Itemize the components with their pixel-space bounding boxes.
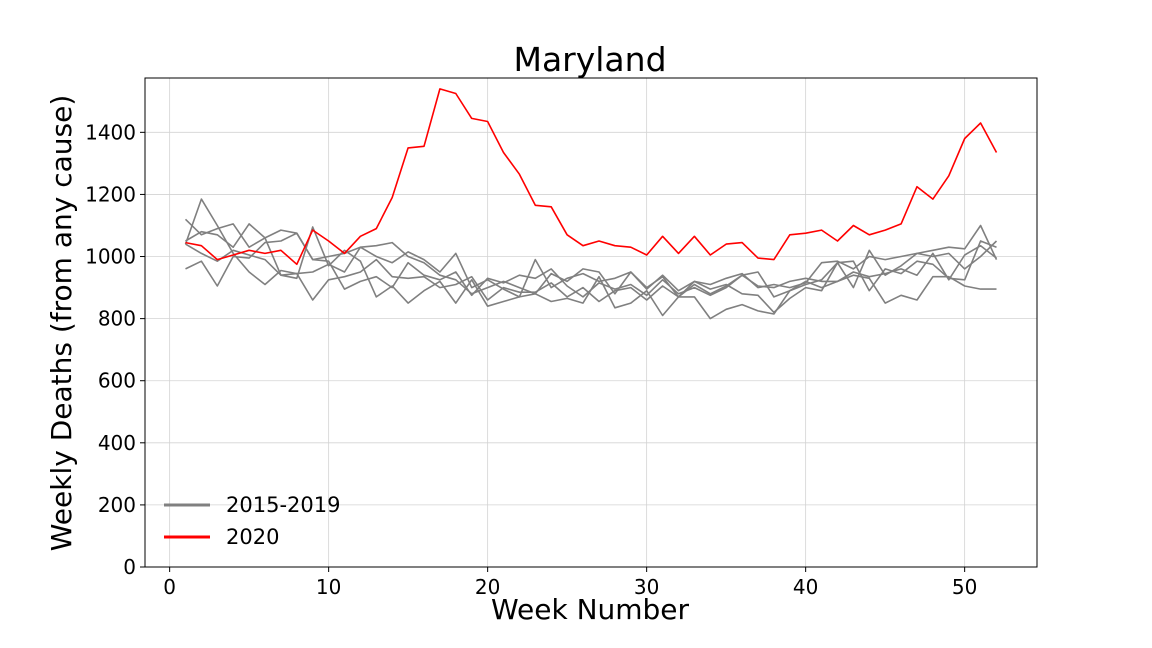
legend: 2015-2019 2020 bbox=[164, 493, 340, 549]
y-tick-label: 400 bbox=[98, 431, 136, 455]
x-axis-title: Week Number bbox=[491, 593, 690, 626]
x-tick-label: 30 bbox=[634, 575, 659, 599]
grid-lines bbox=[145, 78, 1037, 568]
chart-title: Maryland bbox=[513, 40, 666, 79]
x-tick-label: 20 bbox=[475, 575, 500, 599]
y-tick-label: 800 bbox=[98, 307, 136, 331]
y-tick-label: 1400 bbox=[85, 120, 136, 144]
legend-label-2015-2019: 2015-2019 bbox=[226, 493, 340, 517]
x-axis-ticks: 0 10 20 30 40 50 bbox=[163, 567, 977, 599]
x-tick-label: 40 bbox=[793, 575, 818, 599]
x-tick-label: 0 bbox=[163, 575, 176, 599]
series-line-2020-6 bbox=[185, 88, 998, 266]
series-line-2015-2019-1 bbox=[184, 218, 998, 298]
y-tick-label: 0 bbox=[123, 555, 136, 579]
plot-area-frame bbox=[144, 77, 1038, 568]
y-tick-label: 200 bbox=[98, 493, 136, 517]
x-tick-label: 50 bbox=[952, 575, 977, 599]
y-tick-label: 600 bbox=[98, 369, 136, 393]
y-tick-label: 1200 bbox=[85, 182, 136, 206]
y-tick-label: 1000 bbox=[85, 245, 136, 269]
series-line-2015-2019-5 bbox=[185, 226, 997, 317]
y-axis-ticks: 0 200 400 600 800 1000 1200 1400 bbox=[85, 120, 145, 579]
series-lines bbox=[184, 88, 998, 320]
series-line-2015-2019-2 bbox=[184, 198, 998, 298]
y-axis-title: Weekly Deaths (from any cause) bbox=[45, 95, 78, 552]
x-tick-label: 10 bbox=[316, 575, 341, 599]
legend-label-2020: 2020 bbox=[226, 525, 279, 549]
